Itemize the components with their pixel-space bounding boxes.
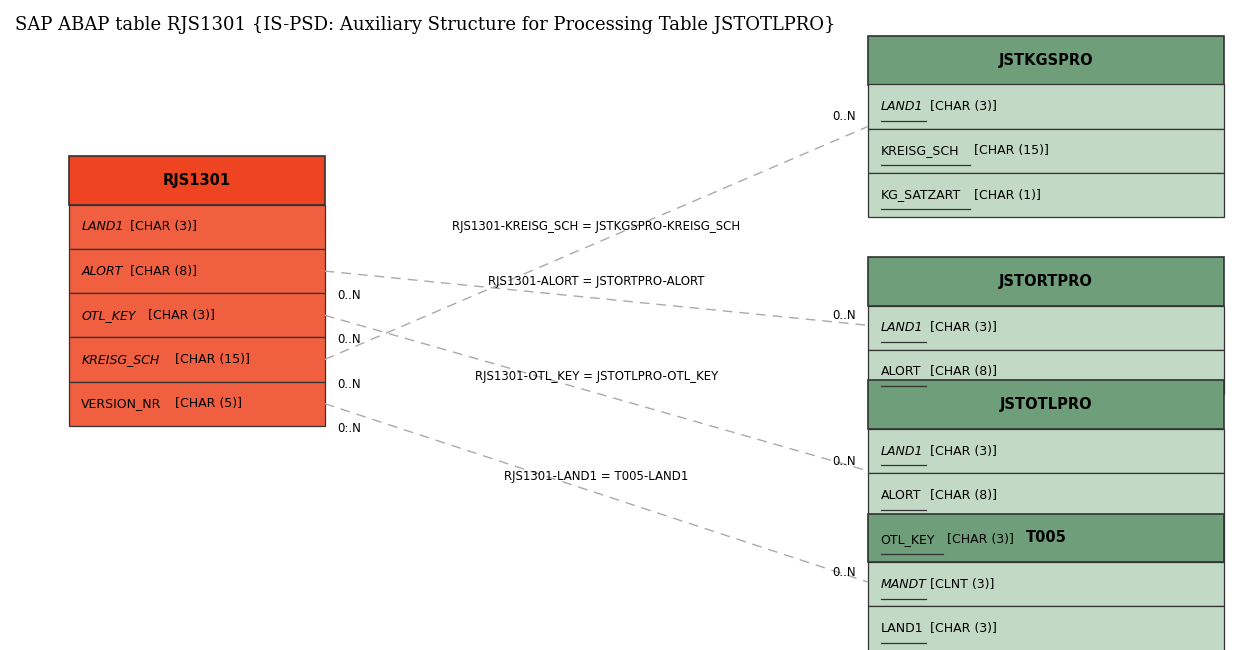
FancyBboxPatch shape (868, 36, 1224, 84)
Text: LAND1: LAND1 (881, 100, 923, 113)
Text: RJS1301-LAND1 = T005-LAND1: RJS1301-LAND1 = T005-LAND1 (505, 470, 688, 483)
Text: RJS1301-ALORT = JSTORTPRO-ALORT: RJS1301-ALORT = JSTORTPRO-ALORT (488, 276, 704, 289)
Text: [CHAR (15)]: [CHAR (15)] (171, 353, 250, 366)
FancyBboxPatch shape (868, 350, 1224, 394)
Text: LAND1: LAND1 (881, 321, 923, 334)
Text: T005: T005 (1025, 530, 1067, 545)
FancyBboxPatch shape (868, 606, 1224, 650)
Text: [CHAR (3)]: [CHAR (3)] (926, 445, 997, 458)
FancyBboxPatch shape (69, 156, 325, 205)
Text: 0..N: 0..N (832, 455, 856, 468)
FancyBboxPatch shape (868, 306, 1224, 350)
Text: KREISG_SCH: KREISG_SCH (881, 144, 959, 157)
FancyBboxPatch shape (868, 514, 1224, 562)
Text: ALORT: ALORT (81, 265, 122, 278)
Text: OTL_KEY: OTL_KEY (81, 309, 136, 322)
Text: [CHAR (1)]: [CHAR (1)] (970, 188, 1042, 202)
Text: 0..N: 0..N (832, 111, 856, 124)
Text: 0..N: 0..N (337, 378, 361, 391)
FancyBboxPatch shape (868, 473, 1224, 517)
FancyBboxPatch shape (868, 562, 1224, 606)
Text: JSTKGSPRO: JSTKGSPRO (999, 53, 1093, 68)
Text: RJS1301-OTL_KEY = JSTOTLPRO-OTL_KEY: RJS1301-OTL_KEY = JSTOTLPRO-OTL_KEY (475, 370, 718, 383)
Text: [CHAR (15)]: [CHAR (15)] (970, 144, 1049, 157)
Text: ALORT: ALORT (881, 489, 921, 502)
FancyBboxPatch shape (868, 429, 1224, 473)
Text: 0..N: 0..N (337, 333, 361, 346)
Text: [CHAR (3)]: [CHAR (3)] (926, 321, 997, 334)
Text: LAND1: LAND1 (881, 445, 923, 458)
Text: RJS1301-KREISG_SCH = JSTKGSPRO-KREISG_SCH: RJS1301-KREISG_SCH = JSTKGSPRO-KREISG_SC… (452, 220, 741, 233)
FancyBboxPatch shape (69, 293, 325, 337)
FancyBboxPatch shape (868, 173, 1224, 217)
Text: KREISG_SCH: KREISG_SCH (81, 353, 160, 366)
FancyBboxPatch shape (868, 84, 1224, 129)
FancyBboxPatch shape (69, 205, 325, 249)
FancyBboxPatch shape (868, 380, 1224, 429)
FancyBboxPatch shape (868, 129, 1224, 173)
Text: RJS1301: RJS1301 (162, 173, 231, 188)
Text: [CHAR (5)]: [CHAR (5)] (171, 397, 242, 410)
Text: [CHAR (3)]: [CHAR (3)] (126, 220, 197, 233)
Text: JSTORTPRO: JSTORTPRO (999, 274, 1093, 289)
Text: SAP ABAP table RJS1301 {IS-PSD: Auxiliary Structure for Processing Table JSTOTLP: SAP ABAP table RJS1301 {IS-PSD: Auxiliar… (15, 16, 836, 34)
Text: 0..N: 0..N (832, 566, 856, 578)
Text: KG_SATZART: KG_SATZART (881, 188, 960, 202)
Text: [CHAR (3)]: [CHAR (3)] (144, 309, 215, 322)
Text: JSTOTLPRO: JSTOTLPRO (999, 397, 1093, 412)
Text: LAND1: LAND1 (881, 622, 923, 635)
Text: [CHAR (3)]: [CHAR (3)] (943, 533, 1014, 546)
Text: MANDT: MANDT (881, 578, 927, 591)
Text: 0..N: 0..N (832, 309, 856, 322)
Text: 0..N: 0..N (337, 289, 361, 302)
FancyBboxPatch shape (69, 337, 325, 382)
Text: VERSION_NR: VERSION_NR (81, 397, 161, 410)
Text: [CHAR (8)]: [CHAR (8)] (126, 265, 197, 278)
Text: [CHAR (3)]: [CHAR (3)] (926, 100, 997, 113)
Text: ALORT: ALORT (881, 365, 921, 378)
Text: OTL_KEY: OTL_KEY (881, 533, 936, 546)
Text: LAND1: LAND1 (81, 220, 124, 233)
FancyBboxPatch shape (868, 257, 1224, 306)
FancyBboxPatch shape (868, 517, 1224, 562)
Text: [CHAR (3)]: [CHAR (3)] (926, 622, 997, 635)
FancyBboxPatch shape (69, 382, 325, 426)
FancyBboxPatch shape (69, 249, 325, 293)
Text: [CHAR (8)]: [CHAR (8)] (926, 489, 997, 502)
Text: 0:.N: 0:.N (337, 422, 361, 435)
Text: [CHAR (8)]: [CHAR (8)] (926, 365, 997, 378)
Text: [CLNT (3)]: [CLNT (3)] (926, 578, 994, 591)
